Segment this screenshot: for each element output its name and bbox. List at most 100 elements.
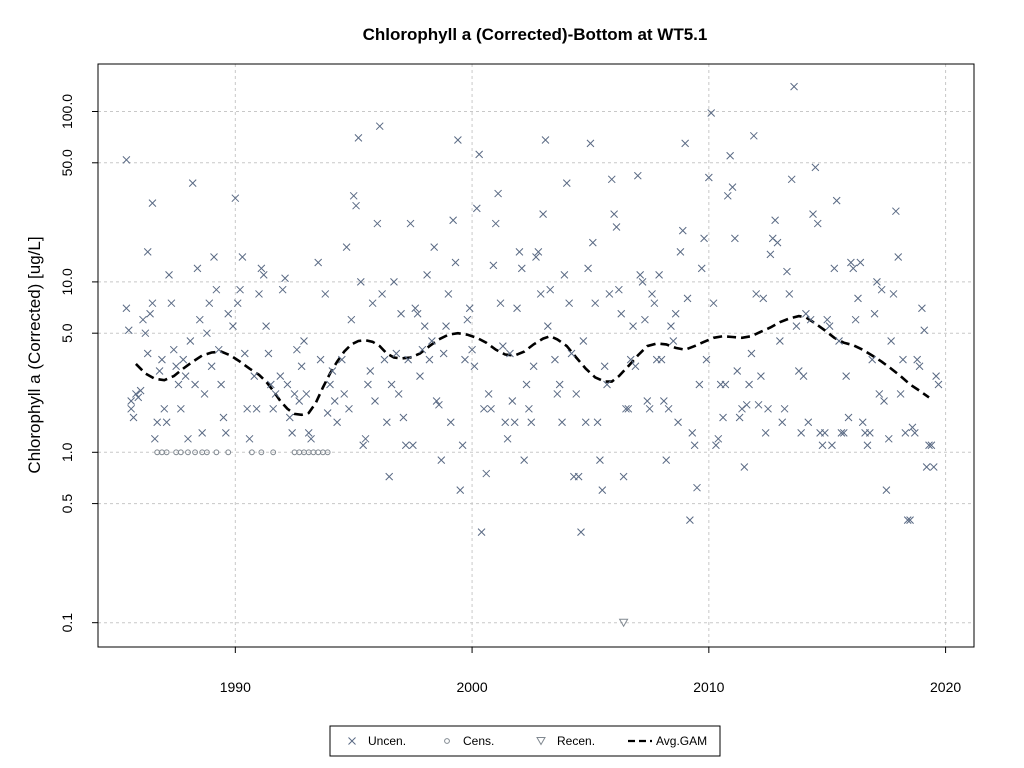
data-point-uncensored [167,299,176,308]
data-point-uncensored [475,150,484,159]
data-point-uncensored [636,270,645,279]
data-point-uncensored [844,413,853,422]
data-point-uncensored [757,372,765,380]
data-point-uncensored [446,418,455,427]
data-point-uncensored [233,299,242,308]
x-tick-label: 2020 [930,679,961,695]
data-point-uncensored [704,173,713,182]
data-point-uncensored [709,299,718,308]
data-point-uncensored [245,434,254,443]
data-point-recensored [618,618,629,628]
data-point-uncensored [664,404,673,413]
data-point-censored [192,449,198,456]
data-point-uncensored [316,355,325,364]
data-point-uncensored [472,204,481,213]
data-point-uncensored [297,362,306,371]
data-point-uncensored [669,337,678,345]
data-point-uncensored [271,390,280,398]
data-point-uncensored [293,345,301,354]
data-point-uncensored [676,248,685,256]
data-point-uncensored [501,418,510,427]
data-point-uncensored [276,372,285,380]
data-point-uncensored [693,483,701,492]
data-point-uncensored [307,434,315,443]
data-point-uncensored [418,345,427,354]
data-point-uncensored [740,463,749,471]
data-point-uncensored [342,243,351,251]
data-point-uncensored [612,223,621,231]
data-point-uncensored [122,304,131,313]
data-point-uncensored [356,278,365,286]
data-point-uncensored [558,418,566,427]
data-point-uncensored [188,179,197,187]
data-point-uncensored [761,429,770,437]
data-point-uncensored [835,337,843,345]
data-point-uncensored [925,441,933,450]
data-point-uncensored [837,429,846,437]
data-point-uncensored [591,299,600,308]
data-point-uncensored [856,258,865,267]
data-point-uncensored [719,413,727,422]
data-point-uncensored [515,248,524,256]
data-point-uncensored [200,390,209,398]
data-point-uncensored [901,429,910,437]
data-point-uncensored [525,404,533,413]
data-point-uncensored [205,299,214,308]
data-point-uncensored [747,349,756,358]
data-point-uncensored [314,258,323,267]
data-point-uncensored [404,355,413,364]
data-point-uncensored [179,355,188,364]
legend-label: Avg.GAM [656,734,707,748]
data-point-uncensored [238,253,247,261]
data-point-uncensored [198,429,207,437]
data-point-uncensored [572,390,581,398]
data-point-uncensored [454,136,462,144]
data-point-uncensored [210,253,218,261]
data-point-uncensored [382,418,391,427]
data-point-uncensored [600,362,609,371]
data-point-uncensored [839,429,848,437]
data-point-uncensored [278,285,287,294]
data-point-uncensored [302,390,311,398]
data-point-uncensored [731,234,739,243]
data-point-uncensored [432,397,441,405]
data-point-uncensored [825,322,834,330]
data-point-uncensored [406,219,415,228]
data-point-uncensored [430,243,439,251]
data-point-uncensored [598,486,607,494]
data-point-uncensored [877,285,886,294]
y-tick-label: 100.0 [59,94,75,129]
data-point-uncensored [184,434,192,443]
data-point-uncensored [546,285,555,294]
data-point-uncensored [219,413,228,422]
data-point-uncensored [139,315,147,324]
data-point-uncensored [252,404,261,413]
data-point-uncensored [681,139,690,148]
data-point-uncensored [158,355,166,364]
data-point-uncensored [290,390,299,398]
data-point-uncensored [584,264,592,273]
data-point-uncensored [482,469,491,478]
data-point-uncensored [899,355,907,364]
data-point-uncensored [671,309,680,318]
data-point-uncensored [818,441,827,450]
data-point-uncensored [830,264,839,273]
data-point-uncensored [380,355,389,364]
data-point-uncensored [288,429,296,437]
data-point-uncensored [811,163,820,172]
data-point-uncensored [153,418,162,427]
data-point-uncensored [484,390,493,398]
data-point-uncensored [534,248,543,256]
data-point-uncensored [409,441,417,450]
data-point-uncensored [124,326,133,335]
data-point-uncensored [148,299,157,308]
data-point-uncensored [401,441,410,450]
data-point-uncensored [371,397,379,405]
y-tick-label: 0.1 [59,613,75,633]
data-point-uncensored [880,397,888,405]
data-point-uncensored [790,82,798,91]
data-point-uncensored [439,349,448,358]
data-point-uncensored [470,362,479,371]
data-point-uncensored [243,404,252,413]
